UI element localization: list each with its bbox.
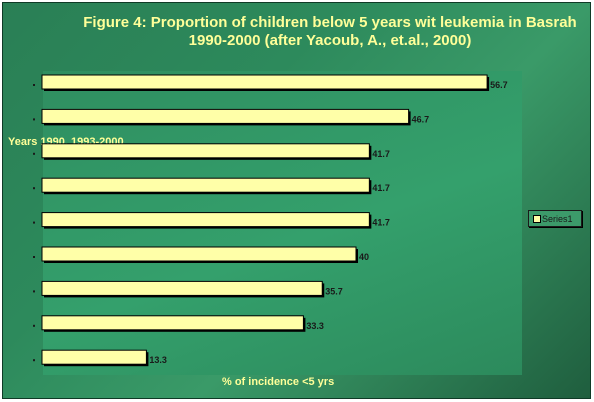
bar [41,177,370,193]
bar [41,349,147,365]
legend-swatch [533,215,541,223]
y-tick-mark [33,84,35,86]
y-tick-mark [33,152,35,155]
data-label: 46.7 [412,114,430,124]
data-label: 40 [359,252,369,262]
y-tick-mark [33,118,35,121]
chart-title: Figure 4: Proportion of children below 5… [83,14,577,49]
y-tick-mark [33,256,35,258]
y-tick-mark [33,359,35,362]
bar [41,315,304,331]
bar [41,280,323,296]
y-tick-mark [33,187,35,190]
bar [41,143,370,159]
x-axis-title: % of incidence <5 yrs [222,376,335,388]
bar [41,108,410,124]
data-label: 35.7 [325,286,343,296]
data-label: 56.7 [490,80,508,90]
bar [41,246,357,262]
y-tick-mark [33,324,35,327]
bar [41,74,488,90]
y-tick-mark [33,221,35,224]
y-tick-mark [33,290,35,293]
data-label: 13.3 [149,355,167,365]
data-label: 41.7 [372,218,390,228]
data-label: 41.7 [372,183,390,193]
legend: Series1 [528,210,582,227]
data-label: 33.3 [306,321,324,331]
data-label: 41.7 [372,149,390,159]
legend-label: Series1 [542,214,573,224]
bar [41,212,370,228]
